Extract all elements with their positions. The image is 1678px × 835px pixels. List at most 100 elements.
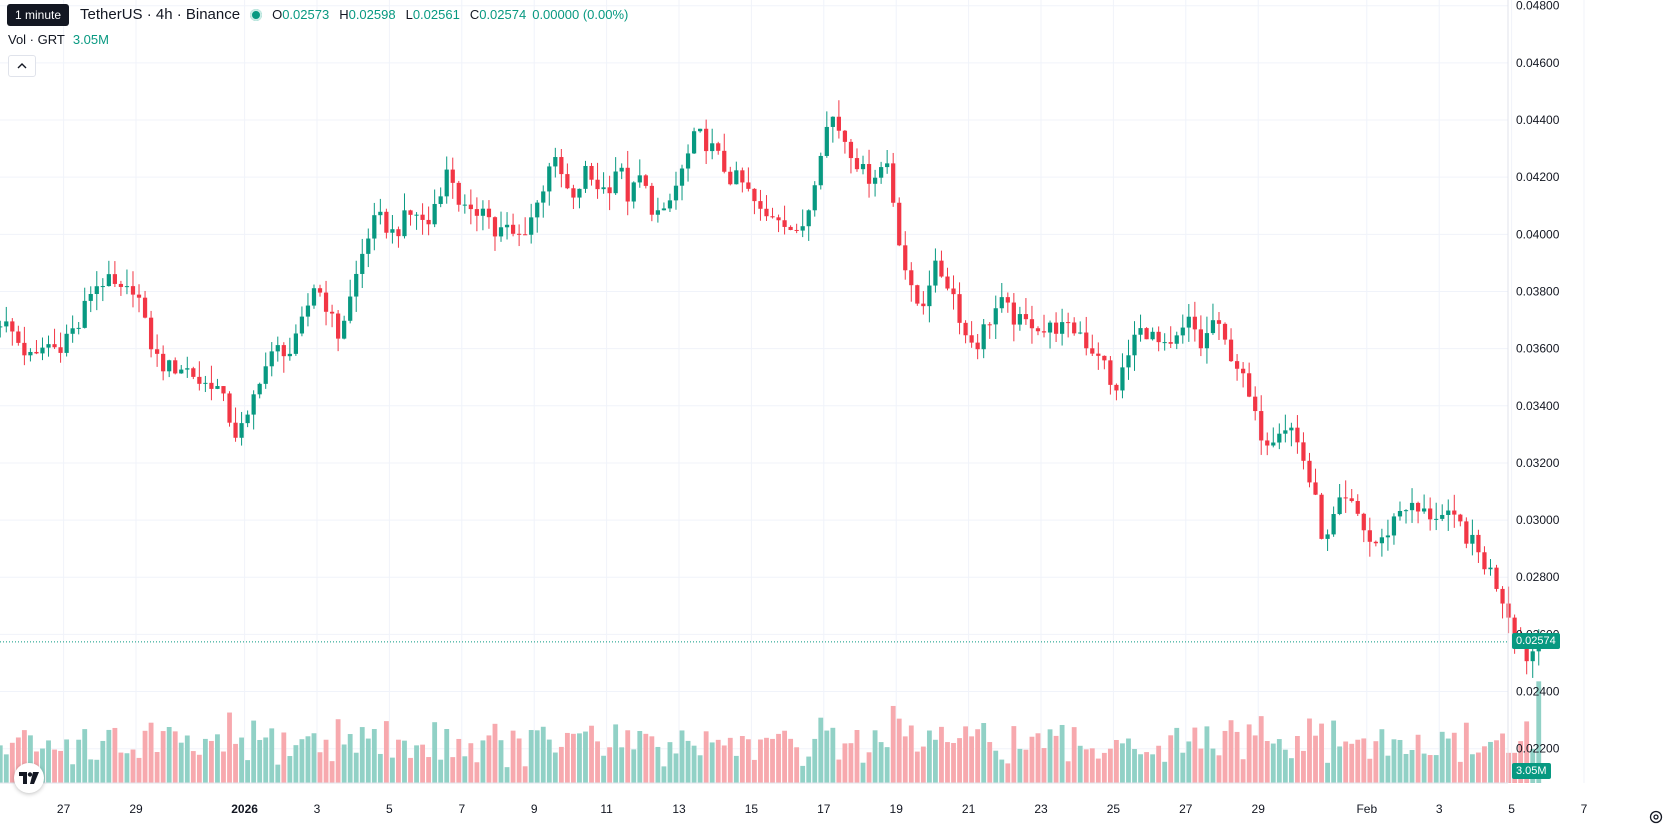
volume-bar: [1174, 727, 1180, 783]
volume-bar: [908, 725, 914, 783]
candle-body: [1446, 510, 1451, 515]
candle-body: [1379, 537, 1384, 544]
volume-bar: [739, 736, 745, 783]
volume-bar: [1089, 748, 1095, 783]
candle-body: [4, 321, 9, 327]
volume-bar: [492, 723, 498, 783]
volume-bar: [1083, 749, 1089, 783]
volume-bar: [577, 733, 582, 783]
volume-bar: [540, 726, 546, 783]
candle-body: [637, 175, 642, 183]
candle-body: [462, 204, 467, 206]
volume-bar: [571, 733, 576, 783]
volume-bar: [564, 732, 570, 783]
volume-bar: [239, 737, 244, 783]
volume-bar: [1270, 743, 1276, 783]
time-tick-label: 5: [1508, 802, 1515, 816]
volume-bar: [1216, 755, 1222, 783]
candle-body: [1367, 530, 1372, 542]
settings-gear-icon[interactable]: [1648, 809, 1664, 825]
volume-bar: [1041, 748, 1047, 783]
volume-bar: [15, 737, 21, 783]
symbol-legend[interactable]: TetherUS · 4h · Binance O 0.02573 H 0.0259…: [80, 6, 628, 23]
candle-body: [492, 217, 498, 237]
tradingview-logo[interactable]: [14, 763, 44, 793]
candle-body: [22, 342, 27, 356]
candle-body: [317, 288, 323, 293]
candle-body: [16, 331, 21, 343]
candle-body: [498, 227, 504, 237]
candle-body: [1530, 651, 1535, 662]
candle-body: [661, 208, 667, 211]
candle-body: [1283, 430, 1288, 434]
volume-bar: [1204, 726, 1210, 783]
volume-bar: [112, 727, 118, 783]
candle-body: [486, 208, 492, 218]
candle-body: [764, 208, 769, 217]
candle-body: [1295, 427, 1300, 443]
candle-body: [474, 209, 479, 216]
candle-body: [866, 164, 872, 184]
volume-bar: [1029, 736, 1035, 783]
candle-body: [704, 128, 709, 152]
collapse-legend-button[interactable]: [8, 55, 36, 77]
volume-bar: [884, 747, 890, 783]
volume-label: Vol · GRT: [8, 32, 65, 47]
volume-bar: [21, 730, 27, 783]
volume-bar: [383, 721, 389, 783]
candle-body: [100, 286, 105, 288]
volume-bar: [528, 730, 534, 783]
candle-body: [1047, 322, 1053, 333]
candle-body: [1084, 332, 1089, 349]
volume-bar: [1276, 739, 1282, 783]
volume-bar: [589, 725, 594, 783]
volume-bar: [727, 737, 733, 783]
volume-bar: [1077, 745, 1083, 783]
volume-bar: [878, 742, 884, 783]
volume-bar: [842, 743, 848, 783]
candle-body: [1289, 427, 1294, 431]
candle-body: [1397, 510, 1403, 517]
time-axis[interactable]: 27 29 2026 3 5 7 9 11 13 15 17 19 21 23 25 27 29 Feb 3 5 7: [0, 782, 1588, 816]
candle-body: [142, 297, 148, 318]
candle-body: [547, 166, 552, 192]
candle-body: [999, 297, 1004, 309]
volume-bar: [1156, 745, 1162, 783]
volume-bar: [1186, 741, 1192, 783]
low-value: 0.02561: [412, 7, 460, 22]
price-axis[interactable]: 0.022000.024000.026000.028000.030000.032…: [1507, 0, 1560, 783]
candle-body: [1090, 348, 1095, 354]
candle-body: [655, 210, 660, 215]
candle-body: [161, 353, 166, 372]
candle-body: [1035, 328, 1041, 332]
candle-body: [770, 216, 775, 218]
candle-body: [215, 386, 220, 389]
volume-bar: [939, 726, 944, 783]
candle-body: [1409, 502, 1415, 511]
time-tick-label: 5: [386, 802, 393, 816]
candle-body: [903, 245, 908, 271]
volume-bar: [703, 731, 709, 783]
candle-body: [535, 202, 540, 218]
volume-bar: [1457, 761, 1463, 783]
volume-bar: [1222, 730, 1228, 783]
volume-bar: [860, 762, 866, 783]
volume-bar: [172, 731, 178, 783]
candle-body: [812, 185, 817, 211]
volume-bar: [1397, 739, 1403, 783]
candle-body: [1500, 588, 1505, 604]
symbol-title[interactable]: TetherUS · 4h · Binance: [80, 6, 241, 23]
candle-body: [1337, 497, 1342, 515]
candle-body: [1482, 552, 1487, 570]
volume-legend[interactable]: Vol · GRT 3.05M: [8, 32, 109, 47]
volume-bar: [1120, 743, 1125, 783]
volume-bar: [1246, 724, 1252, 783]
volume-bar: [1469, 754, 1475, 783]
volume-bar: [522, 766, 528, 783]
candle-body: [800, 226, 805, 231]
volume-bar: [40, 748, 45, 783]
volume-bar: [353, 752, 359, 783]
volume-bar: [190, 751, 196, 783]
open-label: O: [272, 7, 283, 22]
